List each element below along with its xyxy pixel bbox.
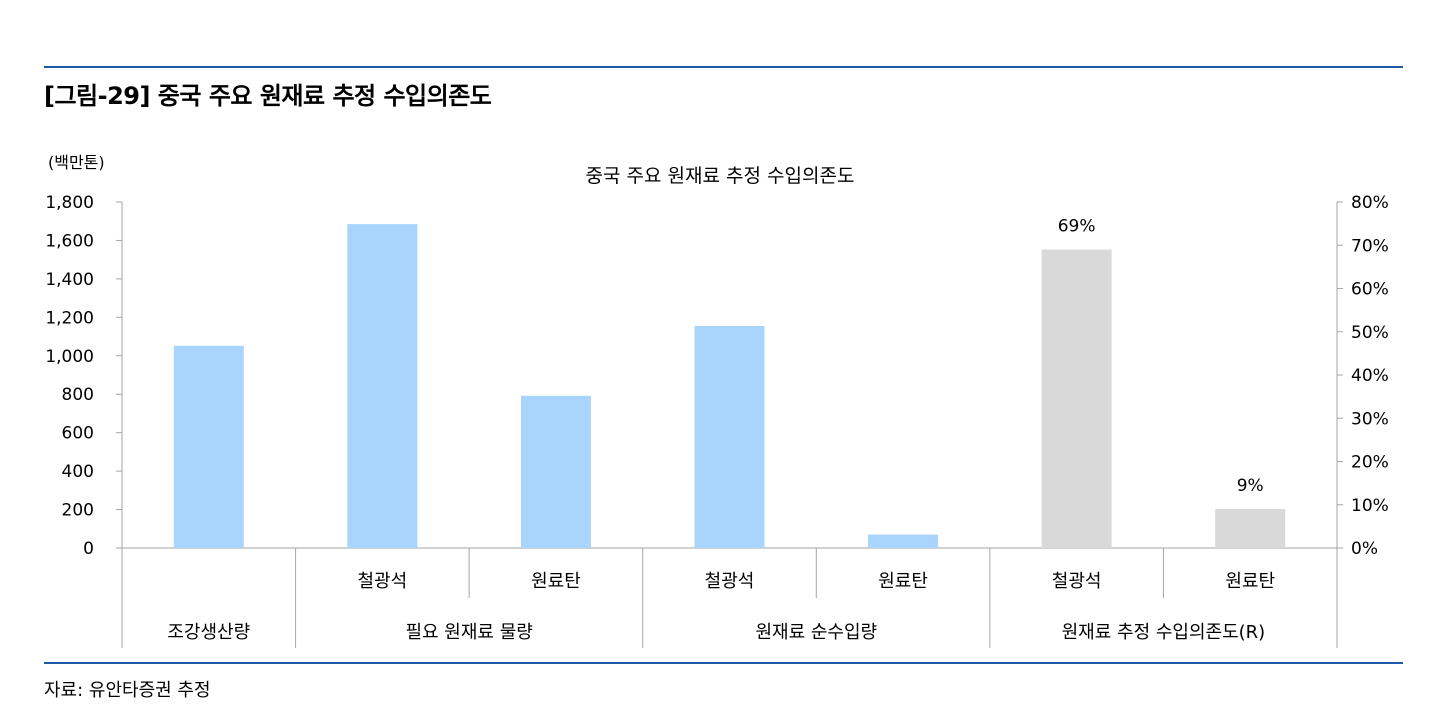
y-tick-label: 1,400 bbox=[45, 270, 94, 290]
group-label: 원재료 순수입량 bbox=[755, 622, 877, 643]
group-label: 조강생산량 bbox=[167, 622, 250, 643]
chart-title: 중국 주요 원재료 추정 수입의존도 bbox=[586, 165, 855, 187]
y-tick-label: 400 bbox=[62, 462, 94, 482]
bar bbox=[520, 395, 591, 548]
y-tick-label: 1,000 bbox=[45, 347, 94, 367]
y2-tick-label: 30% bbox=[1351, 409, 1389, 429]
top-rule bbox=[44, 66, 1403, 68]
category-label: 철광석 bbox=[1052, 571, 1102, 592]
bar bbox=[1041, 249, 1112, 548]
bar bbox=[694, 325, 765, 548]
y-tick-label: 800 bbox=[62, 385, 94, 405]
category-label: 철광석 bbox=[705, 571, 755, 592]
y-tick-label: 0 bbox=[83, 539, 94, 559]
group-label: 원재료 추정 수입의존도(R) bbox=[1062, 622, 1266, 643]
bar bbox=[1215, 509, 1286, 548]
y-tick-label: 200 bbox=[62, 501, 94, 521]
y-tick-label: 1,600 bbox=[45, 231, 94, 251]
category-label: 원료탄 bbox=[531, 571, 581, 592]
tick-labels: 0 200 400 600 800 1,000 1,200 1,400 1,600 1,800 0%… bbox=[45, 193, 1388, 643]
y2-tick-label: 60% bbox=[1351, 280, 1389, 300]
y2-tick-label: 80% bbox=[1351, 193, 1389, 213]
y2-tick-label: 50% bbox=[1351, 323, 1389, 343]
bar bbox=[868, 534, 939, 548]
y-tick-label: 1,200 bbox=[45, 308, 94, 328]
figure-title: [그림-29] 중국 주요 원재료 추정 수입의존도 bbox=[44, 82, 492, 110]
category-label: 철광석 bbox=[358, 571, 408, 592]
y-axis-unit-label: (백만톤) bbox=[48, 153, 105, 172]
y-tick-label: 600 bbox=[62, 424, 94, 444]
bottom-rule bbox=[44, 662, 1403, 664]
bar-data-label: 69% bbox=[1058, 217, 1096, 237]
bars bbox=[173, 224, 1286, 548]
category-label: 원료탄 bbox=[1225, 571, 1275, 592]
bar bbox=[347, 224, 418, 548]
y2-tick-label: 10% bbox=[1351, 496, 1389, 516]
group-label: 필요 원재료 물량 bbox=[405, 622, 532, 643]
y2-tick-label: 20% bbox=[1351, 453, 1389, 473]
source-note: 자료: 유안타증권 추정 bbox=[44, 680, 211, 701]
y2-tick-label: 0% bbox=[1351, 539, 1378, 559]
bar-data-label: 9% bbox=[1237, 476, 1264, 496]
y2-tick-label: 40% bbox=[1351, 366, 1389, 386]
y2-tick-label: 70% bbox=[1351, 236, 1389, 256]
category-label: 원료탄 bbox=[878, 571, 928, 592]
bar bbox=[173, 345, 244, 548]
y-tick-label: 1,800 bbox=[45, 193, 94, 213]
